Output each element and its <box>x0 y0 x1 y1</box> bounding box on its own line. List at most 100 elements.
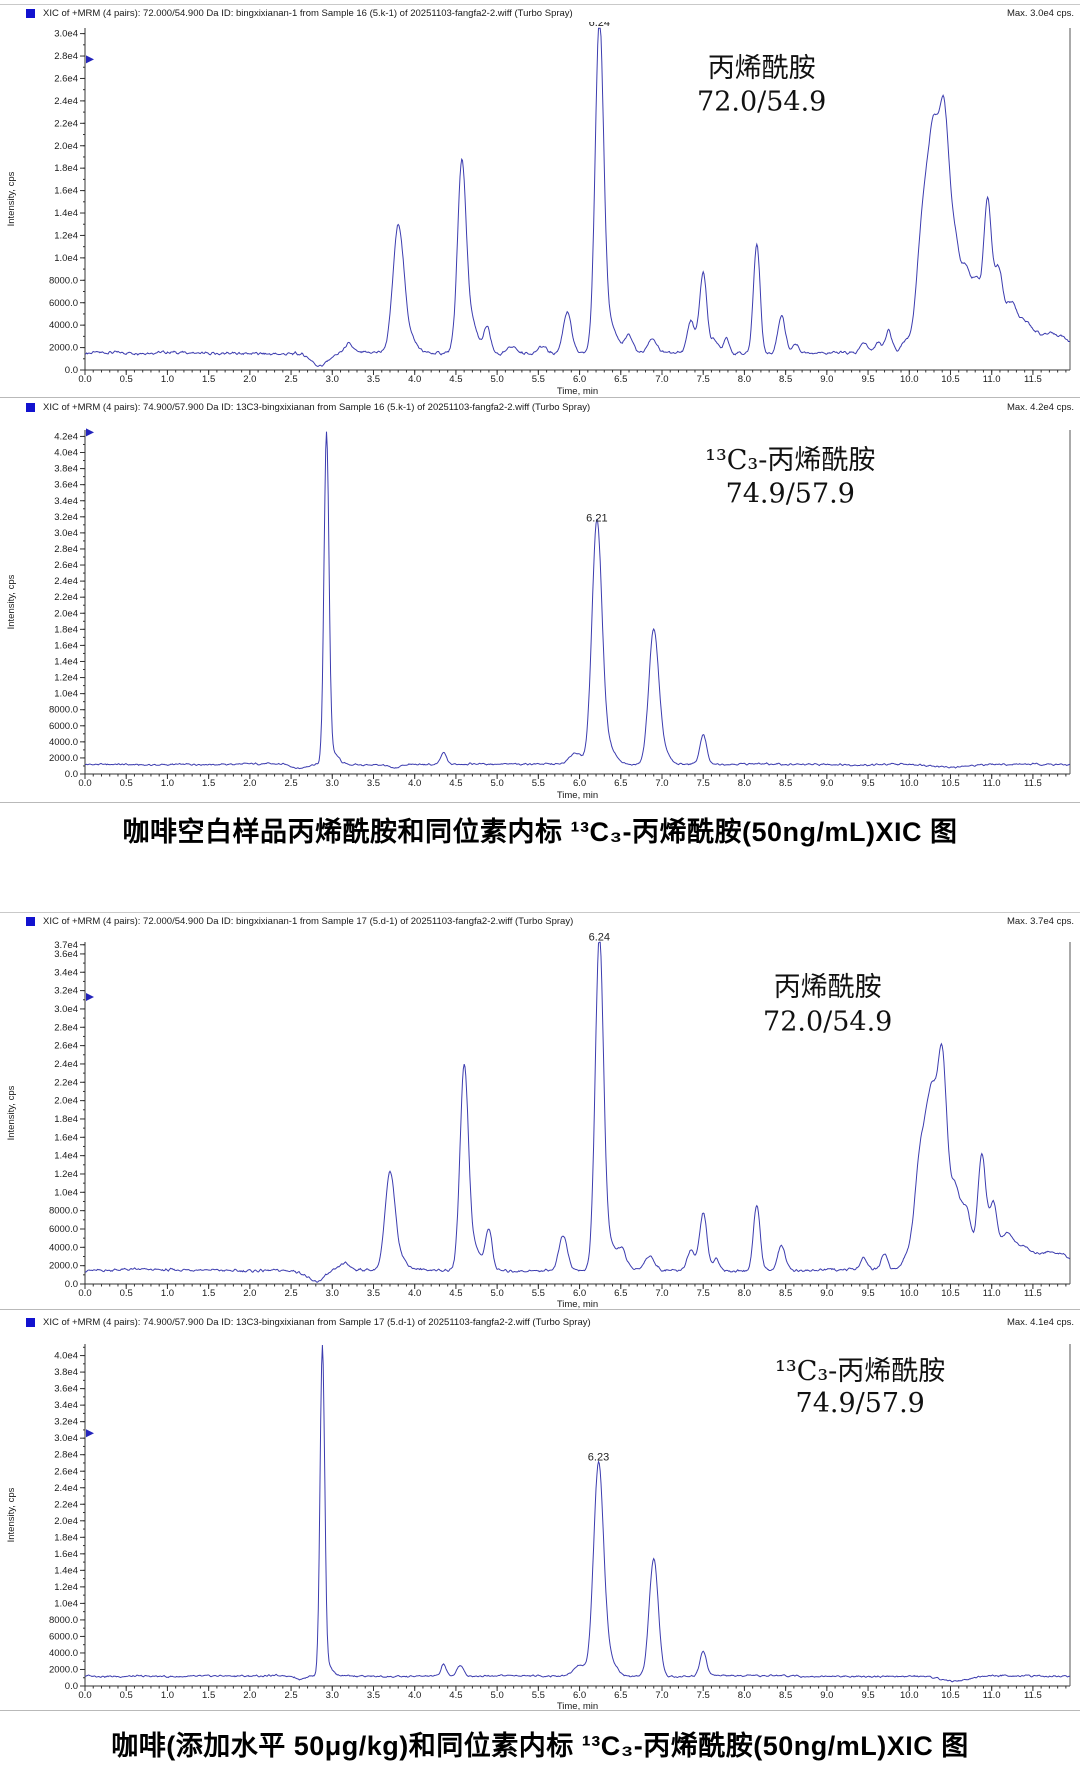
xic-header-text: XIC of +MRM (4 pairs): 72.000/54.900 Da … <box>43 916 574 927</box>
svg-text:1.5: 1.5 <box>202 1288 215 1299</box>
svg-text:3.0: 3.0 <box>326 778 339 789</box>
chromatogram-plot: 3.0e4 2.8e4 2.6e4 2.4e4 2.2e4 2.0e4 1.8e4 1.6e4… <box>6 22 1071 397</box>
svg-text:10.0: 10.0 <box>900 778 919 789</box>
svg-text:1.0: 1.0 <box>161 778 174 789</box>
svg-text:8.0: 8.0 <box>738 778 751 789</box>
svg-text:10.5: 10.5 <box>941 778 960 789</box>
svg-text:6.5: 6.5 <box>614 1690 627 1701</box>
svg-text:8.5: 8.5 <box>779 778 792 789</box>
svg-text:9.0: 9.0 <box>820 778 833 789</box>
svg-text:0.0: 0.0 <box>65 1681 78 1692</box>
peak-rt-label: 6.24 <box>589 932 610 944</box>
svg-text:7.0: 7.0 <box>655 778 668 789</box>
svg-text:2.6e4: 2.6e4 <box>54 73 78 84</box>
svg-text:7.5: 7.5 <box>697 374 710 385</box>
svg-text:3.6e4: 3.6e4 <box>54 949 78 960</box>
x-axis-title: Time, min <box>557 1701 598 1710</box>
svg-text:5.0: 5.0 <box>491 1288 504 1299</box>
svg-text:3.7e4: 3.7e4 <box>54 940 78 951</box>
max-intensity-label: Max. 4.1e4 cps. <box>1006 1317 1074 1328</box>
svg-text:2.0e4: 2.0e4 <box>54 608 78 619</box>
svg-text:1.5: 1.5 <box>202 1690 215 1701</box>
svg-text:1.4e4: 1.4e4 <box>54 208 78 219</box>
panel-header: XIC of +MRM (4 pairs): 74.900/57.900 Da … <box>0 399 1080 416</box>
svg-text:1.6e4: 1.6e4 <box>54 186 78 197</box>
axes <box>84 1344 1071 1687</box>
svg-text:3.6e4: 3.6e4 <box>54 480 78 491</box>
svg-text:丙烯酰胺: 丙烯酰胺 <box>708 53 816 84</box>
svg-text:2.6e4: 2.6e4 <box>54 1041 78 1052</box>
svg-text:2.0: 2.0 <box>243 374 256 385</box>
max-intensity-label: Max. 3.7e4 cps. <box>1006 916 1074 927</box>
svg-text:8000.0: 8000.0 <box>49 275 78 286</box>
svg-text:5.5: 5.5 <box>532 374 545 385</box>
svg-text:2.0: 2.0 <box>243 1690 256 1701</box>
svg-text:4.0: 4.0 <box>408 778 421 789</box>
xic-header-text: XIC of +MRM (4 pairs): 74.900/57.900 Da … <box>43 1317 591 1328</box>
svg-text:3.5: 3.5 <box>367 1690 380 1701</box>
svg-text:3.8e4: 3.8e4 <box>54 464 78 475</box>
svg-text:4.0: 4.0 <box>408 1288 421 1299</box>
svg-text:2.5: 2.5 <box>284 1690 297 1701</box>
svg-text:4.5: 4.5 <box>449 374 462 385</box>
svg-text:3.0e4: 3.0e4 <box>54 528 78 539</box>
axes <box>84 430 1071 775</box>
svg-text:1.6e4: 1.6e4 <box>54 640 78 651</box>
svg-text:2.4e4: 2.4e4 <box>54 1059 78 1070</box>
y-axis-ticks: 4.2e4 4.0e4 3.8e4 3.6e4 3.4e4 3.2e4 3.0e4 2.8e4… <box>49 431 85 780</box>
svg-text:11.0: 11.0 <box>983 1690 1001 1701</box>
svg-text:2.4e4: 2.4e4 <box>54 96 78 107</box>
svg-text:2.0e4: 2.0e4 <box>54 1096 78 1107</box>
svg-text:2.5: 2.5 <box>284 1288 297 1299</box>
svg-text:3.0: 3.0 <box>326 1288 339 1299</box>
trace-legend-swatch-icon <box>26 9 35 18</box>
figure-caption-1: 咖啡空白样品丙烯酰胺和同位素内标 ¹³C₃-丙烯酰胺(50ng/mL)XIC 图 <box>122 817 958 847</box>
svg-text:1.4e4: 1.4e4 <box>54 1565 78 1576</box>
svg-text:9.5: 9.5 <box>861 374 874 385</box>
svg-text:0.0: 0.0 <box>78 374 91 385</box>
xic-header-text: XIC of +MRM (4 pairs): 72.000/54.900 Da … <box>43 8 573 19</box>
svg-text:1.8e4: 1.8e4 <box>54 1532 78 1543</box>
svg-text:6.5: 6.5 <box>614 1288 627 1299</box>
axes <box>84 28 1071 371</box>
svg-text:0.0: 0.0 <box>78 1288 91 1299</box>
svg-text:7.5: 7.5 <box>697 1690 710 1701</box>
svg-text:7.5: 7.5 <box>697 778 710 789</box>
svg-text:2.2e4: 2.2e4 <box>54 1499 78 1510</box>
svg-text:3.5: 3.5 <box>367 374 380 385</box>
max-intensity-label: Max. 4.2e4 cps. <box>1006 402 1074 413</box>
svg-text:3.0e4: 3.0e4 <box>54 1004 78 1015</box>
svg-text:9.0: 9.0 <box>820 374 833 385</box>
svg-text:8000.0: 8000.0 <box>49 705 78 716</box>
panel-header: XIC of +MRM (4 pairs): 74.900/57.900 Da … <box>0 1314 1080 1331</box>
svg-text:6000.0: 6000.0 <box>49 298 78 309</box>
svg-text:7.0: 7.0 <box>655 1288 668 1299</box>
svg-text:4000.0: 4000.0 <box>49 320 78 331</box>
x-axis-ticks: 0.0 0.5 1.0 1.5 2.0 2.5 3.0 3.5 4.0 4.5 5.0 5.5 6.0 6… <box>78 774 1067 789</box>
svg-text:6.0: 6.0 <box>573 374 586 385</box>
xic-header-text: XIC of +MRM (4 pairs): 74.900/57.900 Da … <box>43 402 591 413</box>
svg-text:11.0: 11.0 <box>983 778 1001 789</box>
trace-legend-swatch-icon <box>26 403 35 412</box>
xic-trace <box>85 1344 1070 1683</box>
svg-text:0.0: 0.0 <box>78 1690 91 1701</box>
svg-text:74.9/57.9: 74.9/57.9 <box>796 1388 925 1419</box>
svg-text:9.0: 9.0 <box>820 1288 833 1299</box>
y-axis-title: Intensity, cps <box>6 171 17 226</box>
svg-text:3.4e4: 3.4e4 <box>54 1400 78 1411</box>
svg-text:0.0: 0.0 <box>78 778 91 789</box>
cursor-marker-icon <box>86 993 94 1002</box>
svg-text:2000.0: 2000.0 <box>49 1261 78 1272</box>
svg-text:10.0: 10.0 <box>900 1288 919 1299</box>
svg-text:9.5: 9.5 <box>861 1288 874 1299</box>
trace-legend-swatch-icon <box>26 917 35 926</box>
axes <box>84 942 1071 1285</box>
x-axis-ticks: 0.0 0.5 1.0 1.5 2.0 2.5 3.0 3.5 4.0 4.5 5.0 5.5 6.0 6… <box>78 1686 1067 1701</box>
peak-rt-label: 6.23 <box>588 1451 609 1463</box>
svg-text:0.0: 0.0 <box>65 769 78 780</box>
x-axis-title: Time, min <box>557 790 598 801</box>
